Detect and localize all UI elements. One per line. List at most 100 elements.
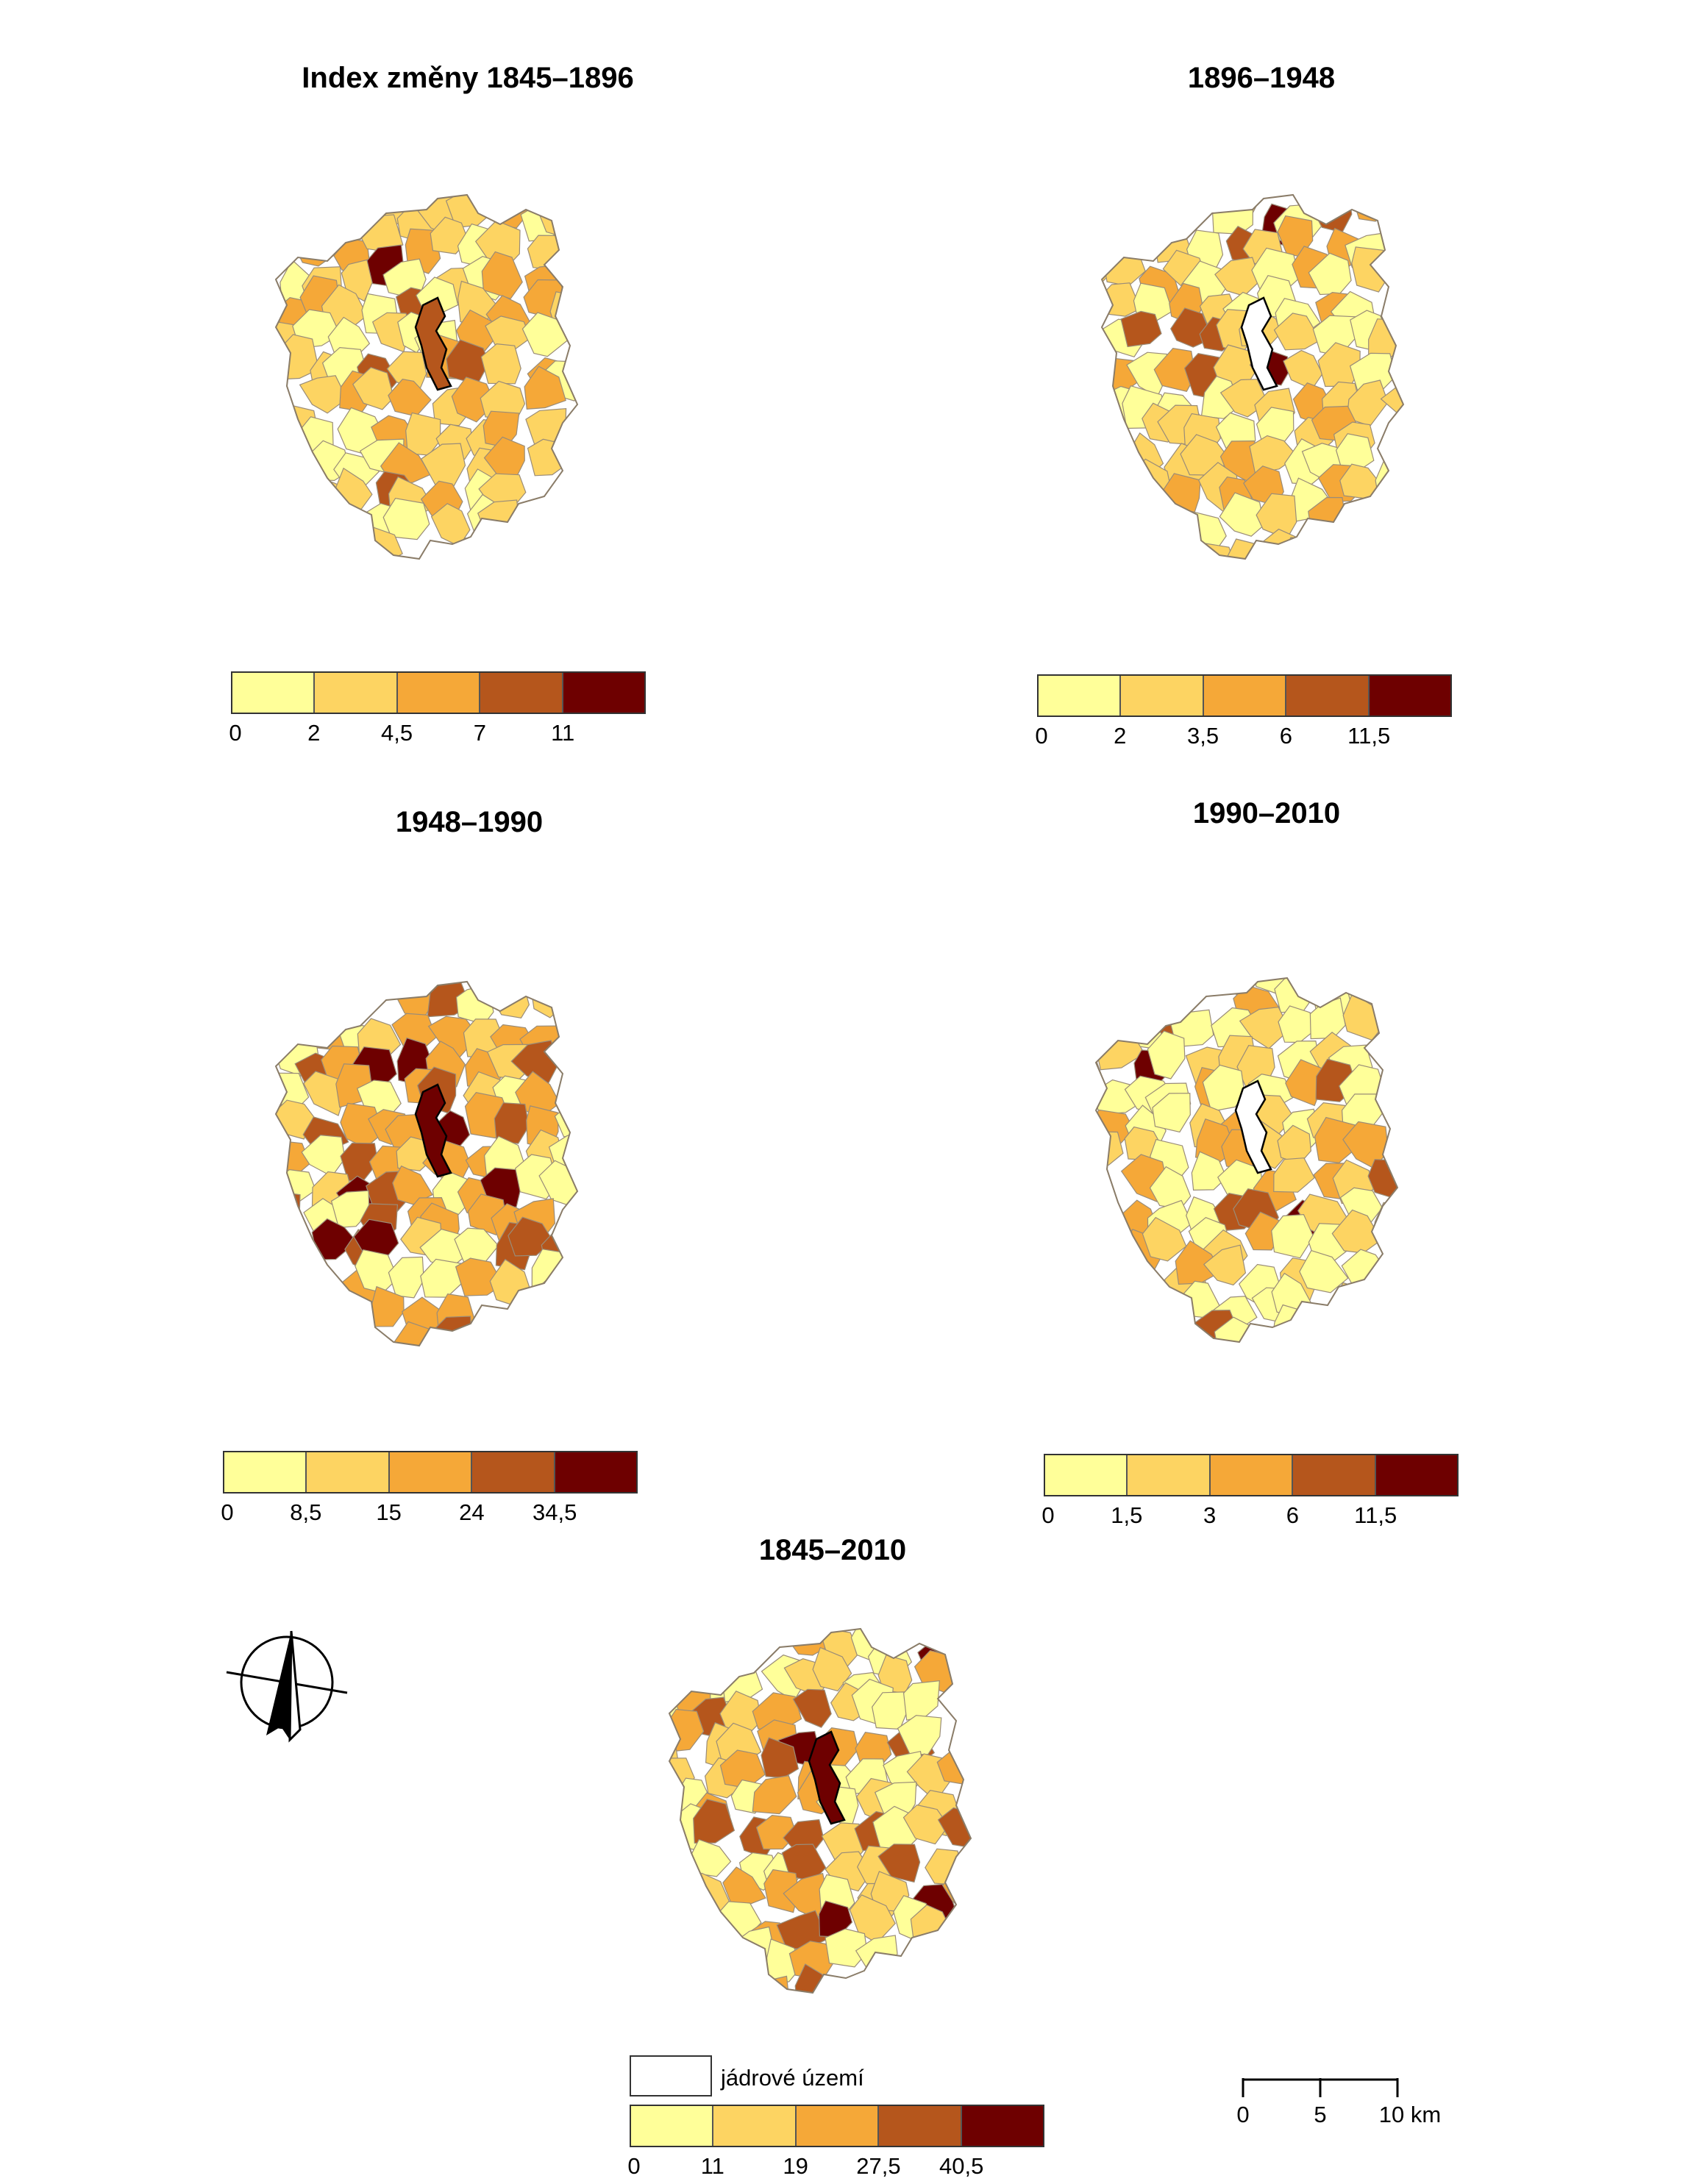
municipality-region [549,1321,577,1346]
scale-label-0: 0 [1236,2102,1250,2127]
legend-tick: 7 [473,720,487,746]
municipality-region [276,512,313,553]
legend-4: 0 1,5 3 6 11,5 [1041,1454,1459,1529]
legend-class-3 [1203,676,1287,715]
legend-tick: 0 [1035,723,1048,749]
municipality-region [902,1804,950,1845]
legend-class-1 [631,2106,714,2146]
municipality-region [1103,195,1151,203]
municipality-region [627,1961,666,2000]
municipality-region [877,1844,921,1883]
municipality-region [396,195,433,204]
legend-ticks: 0 2 3,5 6 11,5 [1035,717,1452,749]
municipality-region [276,1280,304,1323]
municipality-region [1219,492,1265,537]
municipality-region [1161,195,1205,227]
legend-tick: 15 [376,1499,402,1525]
municipality-region [1202,1064,1246,1113]
municipality-region [703,1629,749,1661]
municipality-region [1106,204,1146,249]
map-title-5: 1845–2010 [758,1534,907,1566]
legend-tick: 40,5 [939,2153,984,2179]
legend-class-3 [397,673,481,713]
legend-ticks: 0 11 19 27,5 40,5 [627,2147,1044,2180]
municipality-region [812,1646,852,1692]
legend-class-5 [1369,676,1451,715]
legend-tick: 1,5 [1111,1502,1143,1528]
legend-ticks: 0 8,5 15 24 34,5 [221,1494,638,1526]
municipality-region [1184,543,1237,559]
legend-tick: 4,5 [381,720,413,746]
municipality-region [531,1248,572,1294]
municipality-region [276,1260,292,1299]
core-area-swatch [630,2055,712,2096]
legend-class-3 [1210,1455,1294,1495]
municipality-region [524,365,566,410]
municipality-region [276,1316,277,1346]
legend-3: 0 8,5 15 24 34,5 [221,1451,638,1526]
municipality-region [299,375,348,414]
municipality-region [455,1257,504,1296]
municipality-region [669,1629,683,1632]
municipality-region [1336,509,1382,555]
legend-class-1 [232,673,316,713]
municipality-region [377,956,413,981]
municipality-region [1156,195,1197,206]
legend-tick: 3,5 [1187,723,1219,749]
study-area-border [1094,977,1399,1343]
municipality-region [1147,1030,1186,1079]
municipality-region [693,1799,736,1844]
municipality-region [794,1963,830,1993]
legend-tick: 6 [1279,723,1293,749]
municipality-region [669,1899,685,1937]
municipality-region [752,1774,797,1815]
municipality-region [700,1963,748,1993]
legend-colorbar [231,671,646,714]
municipality-region [276,982,307,1001]
map-title-3: 1948–1990 [395,806,544,838]
municipality-region [669,1841,670,1878]
municipality-region [448,1330,496,1346]
legend-class-5 [1375,1455,1458,1495]
municipality-region [276,348,284,391]
legend-colorbar [1037,674,1452,717]
municipality-region [305,195,349,201]
municipality-region [1103,243,1146,287]
municipality-region [382,498,430,540]
municipality-region [759,1629,800,1634]
choropleth-map-4 [1048,977,1399,1343]
municipality-region [388,1256,424,1299]
municipality-region [276,455,282,497]
municipality-region [897,1715,942,1755]
legend-colorbar [223,1451,638,1494]
municipality-region [1285,1059,1323,1107]
core-area-outline [1234,1079,1272,1174]
legend-ticks: 0 2 4,5 7 11 [229,714,646,746]
municipality-region [763,1869,800,1913]
municipality-region [542,497,577,543]
legend-class-4 [1286,676,1370,715]
core-area-outline [1240,296,1278,391]
municipality-region [543,542,577,559]
municipality-region [1353,527,1392,559]
municipality-region [276,1224,309,1264]
legend-tick: 24 [459,1499,485,1525]
municipality-region [1305,978,1353,996]
municipality-region [1096,978,1106,988]
scale-bar-graphic [1242,2078,1399,2097]
legend-tick: 0 [627,2153,641,2179]
legend-tick: 6 [1286,1502,1300,1528]
municipality-region [233,221,274,263]
municipality-region [524,982,570,990]
municipality-region [1048,1129,1089,1171]
legend-1: 0 2 4,5 7 11 [229,671,646,746]
legend-class-4 [879,2106,962,2146]
legend-class-1 [224,1452,307,1492]
legend-tick: 8,5 [290,1499,322,1525]
municipality-region [1096,997,1112,1037]
municipality-region [1256,1326,1296,1342]
legend-tick: 2 [1114,723,1127,749]
core-area-label: jádrové území [721,2065,864,2091]
municipality-region [919,1973,964,1993]
municipality-region [1280,978,1325,980]
